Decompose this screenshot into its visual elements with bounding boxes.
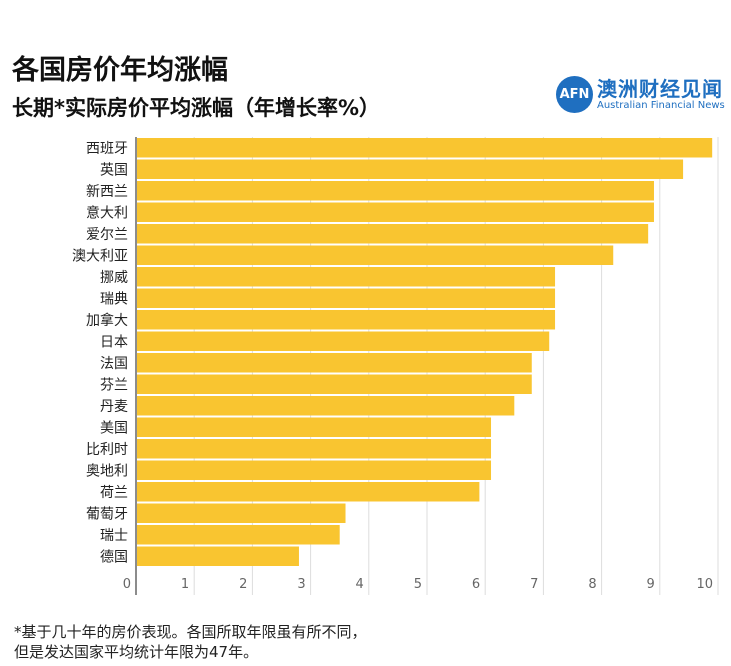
x-tick-label: 7	[530, 577, 538, 592]
logo-name-en: Australian Financial News	[597, 99, 725, 111]
category-label: 比利时	[86, 442, 128, 458]
bar	[137, 482, 480, 502]
bar	[137, 503, 346, 523]
bar	[137, 417, 492, 437]
x-tick-label: 4	[356, 577, 364, 592]
category-label: 日本	[100, 334, 128, 350]
bar	[137, 525, 340, 545]
category-label: 芬兰	[100, 377, 128, 393]
category-label: 葡萄牙	[86, 506, 128, 522]
category-label: 西班牙	[86, 141, 128, 157]
bar	[137, 396, 515, 416]
footnote-line-1: *基于几十年的房价表现。各国所取年限虽有所不同，	[14, 623, 367, 641]
bar	[137, 288, 556, 308]
category-label: 丹麦	[100, 399, 128, 415]
chart-title: 各国房价年均涨幅	[12, 55, 228, 86]
bar	[137, 310, 556, 330]
bar	[137, 267, 556, 287]
bar	[137, 460, 492, 480]
x-tick-label: 6	[472, 577, 480, 592]
bar	[137, 353, 532, 373]
afn-logo: AFN 澳洲财经见闻 Australian Financial News	[556, 76, 725, 113]
bar	[137, 245, 614, 265]
x-tick-label: 1	[181, 577, 189, 592]
footnote-line-2: 但是发达国家平均统计年限为47年。	[14, 643, 259, 661]
category-label: 美国	[100, 420, 128, 436]
bar	[137, 202, 654, 222]
category-label: 挪威	[100, 270, 128, 286]
bar	[137, 331, 550, 351]
bar	[137, 138, 713, 158]
category-label: 法国	[100, 356, 128, 372]
category-label: 新西兰	[86, 184, 128, 200]
chart-subtitle: 长期*实际房价平均涨幅（年增长率%）	[12, 96, 381, 120]
bar	[137, 181, 654, 201]
category-label: 加拿大	[86, 312, 128, 329]
bar	[137, 439, 492, 459]
logo-name-cn: 澳洲财经见闻	[597, 76, 723, 101]
category-label: 意大利	[86, 204, 128, 221]
x-tick-label: 10	[696, 577, 713, 592]
footnote: *基于几十年的房价表现。各国所取年限虽有所不同， 但是发达国家平均统计年限为47…	[14, 622, 367, 662]
x-tick-label: 2	[239, 577, 247, 592]
bar	[137, 546, 299, 566]
x-tick-label: 5	[414, 577, 422, 592]
category-label: 德国	[100, 549, 128, 565]
category-label: 奥地利	[86, 462, 128, 479]
category-label: 瑞典	[100, 291, 128, 307]
x-tick-label: 8	[588, 577, 596, 592]
category-label: 瑞士	[100, 528, 128, 544]
category-label: 澳大利亚	[72, 248, 128, 264]
bar	[137, 224, 649, 244]
category-label: 爱尔兰	[86, 227, 128, 243]
category-label: 英国	[100, 161, 128, 178]
bar	[137, 374, 532, 394]
afn-logo-icon: AFN	[556, 76, 593, 113]
bar	[137, 159, 684, 179]
x-tick-label: 9	[647, 577, 655, 592]
x-tick-label: 0	[123, 577, 131, 592]
x-tick-label: 3	[297, 577, 305, 592]
category-label: 荷兰	[100, 485, 128, 501]
